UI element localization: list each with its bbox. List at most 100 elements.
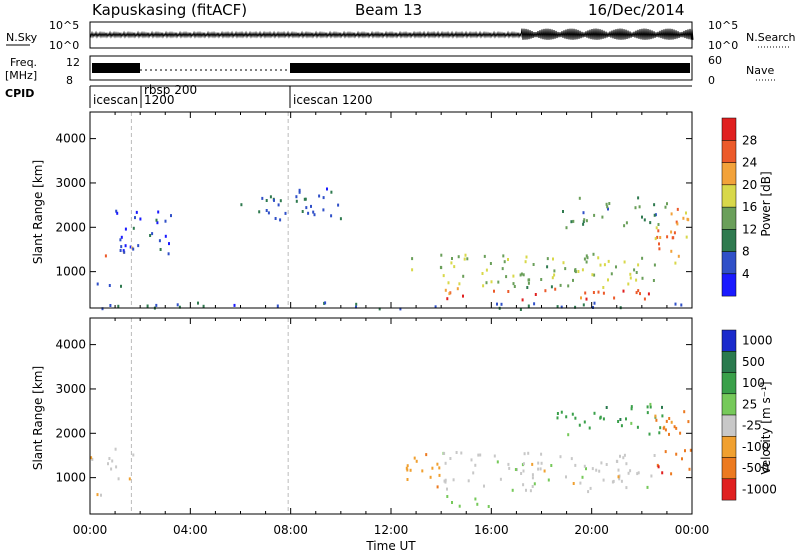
- data-cell: [124, 227, 127, 231]
- nave-tick-bottom: 0: [708, 74, 715, 87]
- data-cell: [101, 307, 104, 311]
- data-cell: [553, 269, 556, 273]
- data-cell: [582, 220, 585, 223]
- data-cell: [613, 296, 616, 300]
- data-cell: [639, 292, 641, 296]
- data-cell: [523, 452, 526, 456]
- data-cell: [649, 221, 652, 225]
- data-cell: [579, 481, 582, 485]
- data-cell: [434, 305, 437, 309]
- data-cell: [485, 268, 488, 272]
- data-cell: [531, 476, 534, 480]
- data-cell: [472, 471, 475, 475]
- data-cell: [531, 462, 534, 466]
- data-cell: [583, 420, 586, 424]
- data-cell: [633, 268, 636, 272]
- data-cell: [479, 453, 482, 457]
- data-cell: [601, 215, 604, 219]
- data-cell: [119, 249, 122, 252]
- nsearch-label: N.Search: [746, 31, 796, 44]
- data-cell: [114, 447, 117, 451]
- data-cell: [638, 205, 641, 209]
- colorbar-tick-label: 8: [742, 245, 750, 259]
- data-cell: [115, 465, 118, 469]
- data-cell: [582, 222, 585, 226]
- data-cell: [637, 263, 640, 267]
- x-tick-label: 00:00: [675, 523, 710, 537]
- data-cell: [477, 453, 480, 457]
- data-cell: [657, 223, 660, 226]
- data-cell: [674, 302, 677, 306]
- power-data: [96, 112, 690, 311]
- colorbar-tick-label: -1000: [742, 482, 777, 496]
- data-cell: [602, 291, 605, 295]
- data-cell: [683, 410, 686, 414]
- data-cell: [527, 278, 530, 282]
- data-cell: [654, 414, 657, 418]
- data-cell: [233, 303, 236, 307]
- data-cell: [496, 302, 498, 306]
- data-cell: [655, 226, 658, 230]
- data-cell: [658, 431, 661, 435]
- data-cell: [540, 278, 543, 281]
- data-cell: [355, 305, 357, 309]
- y-tick-label: 1000: [55, 265, 86, 279]
- data-cell: [446, 297, 449, 301]
- data-cell: [635, 278, 638, 282]
- data-cell: [591, 273, 594, 277]
- data-cell: [556, 412, 559, 415]
- data-cell: [470, 458, 473, 462]
- data-cell: [570, 457, 573, 461]
- data-cell: [474, 497, 477, 501]
- data-cell: [592, 252, 595, 256]
- colorbar-swatch: [721, 478, 737, 501]
- data-cell: [537, 461, 540, 465]
- data-cell: [120, 235, 123, 239]
- data-cell: [623, 453, 626, 457]
- data-cell: [413, 456, 416, 460]
- data-cell: [322, 208, 325, 212]
- data-cell: [159, 248, 162, 251]
- data-cell: [652, 279, 655, 282]
- data-cell: [636, 425, 639, 429]
- data-cell: [572, 278, 574, 282]
- data-cell: [539, 467, 542, 471]
- data-cell: [519, 308, 522, 311]
- data-cell: [578, 196, 581, 200]
- data-cell: [310, 204, 312, 208]
- data-cell: [643, 297, 646, 301]
- x-tick-label: 04:00: [173, 523, 208, 537]
- nsky-tick-top: 10^5: [49, 19, 79, 32]
- data-cell: [553, 273, 556, 277]
- data-cell: [641, 256, 644, 260]
- data-cell: [583, 257, 586, 261]
- data-cell: [615, 265, 617, 269]
- data-cell: [637, 289, 640, 293]
- nave-tick-top: 60: [708, 54, 722, 67]
- data-cell: [451, 501, 453, 504]
- data-cell: [516, 468, 518, 472]
- data-cell: [111, 459, 114, 463]
- data-cell: [564, 267, 567, 271]
- data-cell: [455, 451, 458, 454]
- data-cell: [301, 210, 304, 213]
- data-cell: [460, 451, 463, 455]
- colorbar-swatch: [721, 351, 737, 373]
- data-cell: [552, 257, 554, 261]
- data-cell: [415, 459, 418, 463]
- y-tick-label: 4000: [55, 132, 86, 146]
- freq-label: Freq.: [10, 56, 37, 69]
- data-cell: [444, 478, 447, 482]
- data-cell: [607, 278, 609, 282]
- data-cell: [378, 307, 381, 311]
- colorbar-tick-label: 1000: [742, 334, 773, 348]
- velocity-colorbar-label: Velocity [m s⁻¹]: [759, 381, 773, 474]
- data-cell: [666, 235, 669, 239]
- data-cell: [540, 452, 543, 456]
- data-cell: [533, 482, 536, 486]
- data-cell: [240, 203, 243, 207]
- data-cell: [629, 272, 632, 276]
- data-cell: [425, 453, 428, 457]
- data-cell: [522, 469, 525, 473]
- data-cell: [90, 456, 93, 460]
